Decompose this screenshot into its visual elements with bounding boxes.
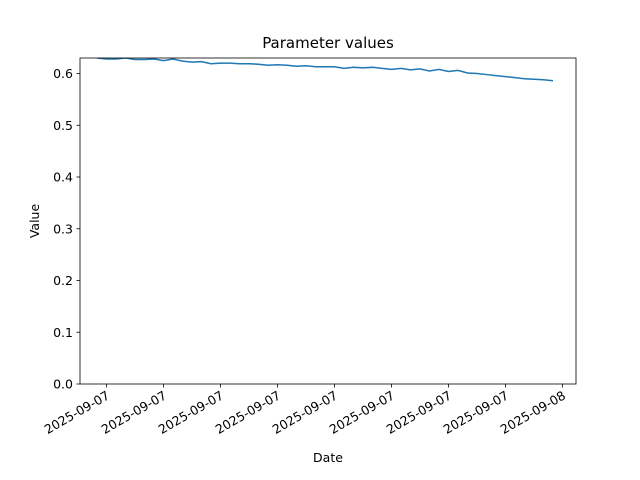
plot-frame bbox=[79, 57, 577, 385]
y-tick-label: 0.4 bbox=[53, 170, 73, 185]
plot-area bbox=[96, 58, 554, 82]
y-tick-label: 0.2 bbox=[53, 273, 73, 288]
y-tick-label: 0.0 bbox=[53, 377, 73, 392]
chart-title: Parameter values bbox=[262, 34, 394, 52]
y-tick-label: 0.6 bbox=[53, 66, 73, 81]
y-tick-label: 0.1 bbox=[53, 325, 73, 340]
y-tick-label: 0.3 bbox=[53, 221, 73, 236]
x-axis-label: Date bbox=[313, 450, 343, 465]
x-tick-label: 2025-09-08 bbox=[498, 388, 568, 437]
data-line bbox=[96, 58, 554, 82]
y-tick-label: 0.5 bbox=[53, 118, 73, 133]
y-axis-label: Value bbox=[27, 204, 42, 239]
